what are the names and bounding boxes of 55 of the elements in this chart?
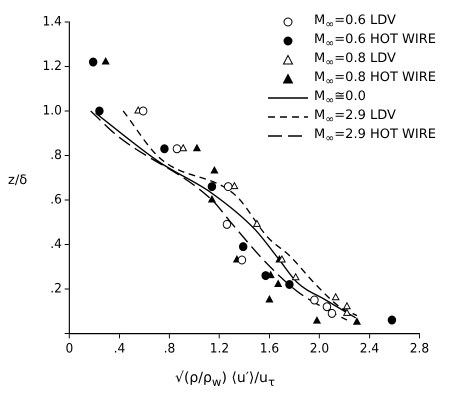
legend-label: M$_{∞}$=0.6 HOT WIRE	[314, 32, 436, 50]
point	[343, 308, 351, 316]
point	[285, 280, 294, 289]
y-tick-label: .8	[50, 146, 62, 162]
point	[274, 280, 282, 287]
x-tick-label: 2.8	[410, 340, 430, 356]
point	[332, 293, 340, 300]
point	[210, 166, 218, 174]
x-tick-label: 1.2	[210, 340, 230, 356]
point	[322, 302, 332, 312]
legend-label: M$_{∞}$=0.6 LDV	[314, 12, 396, 30]
point	[222, 220, 232, 229]
point	[179, 144, 187, 152]
x-tick-label: .8	[164, 340, 176, 356]
x-tick-label: .4	[114, 340, 126, 356]
point	[313, 316, 321, 324]
point	[95, 106, 104, 116]
x-tick-label: 1.6	[260, 340, 280, 356]
point	[193, 144, 201, 152]
point	[328, 308, 336, 318]
point	[266, 296, 274, 303]
x-axis-title: √(ρ/ρ$_{w}$) ⟨u′⟩/u$_{τ}$	[174, 370, 276, 389]
legend-label: M$_{∞}$=2.9 LDV	[314, 108, 396, 126]
x-tick-label: 2.0	[310, 340, 330, 356]
point	[310, 296, 319, 305]
point	[388, 316, 396, 325]
point	[238, 256, 246, 264]
point	[343, 302, 351, 310]
point	[353, 318, 361, 325]
point	[261, 271, 270, 280]
point	[88, 58, 98, 67]
x-tick-label: 2.4	[360, 340, 380, 356]
y-axis-title: z/δ	[8, 173, 28, 188]
legend-label: M$_{∞}$≅0.0	[314, 88, 366, 106]
y-tick-label: 1.4	[42, 13, 62, 28]
legend-label: M$_{∞}$=0.8 LDV	[314, 50, 396, 68]
x-tick-label: 0	[66, 340, 74, 356]
y-tick-label: .4	[50, 235, 62, 251]
point	[208, 195, 216, 202]
legend-label: M$_{∞}$=2.9 HOT WIRE	[314, 126, 436, 144]
y-tick-label: .6	[50, 190, 62, 206]
y-tick-label: 1.0	[42, 102, 62, 118]
point	[102, 58, 110, 65]
point	[230, 182, 238, 190]
point	[253, 220, 261, 227]
point	[208, 182, 216, 192]
point	[138, 106, 148, 116]
legend-label: M$_{∞}$=0.8 HOT WIRE	[314, 70, 436, 88]
point	[172, 144, 182, 154]
y-tick-label: .2	[50, 280, 62, 296]
y-tick-label: 1.2	[42, 57, 62, 73]
point	[238, 242, 248, 252]
point	[160, 144, 169, 154]
point	[292, 273, 300, 280]
point	[224, 182, 232, 192]
